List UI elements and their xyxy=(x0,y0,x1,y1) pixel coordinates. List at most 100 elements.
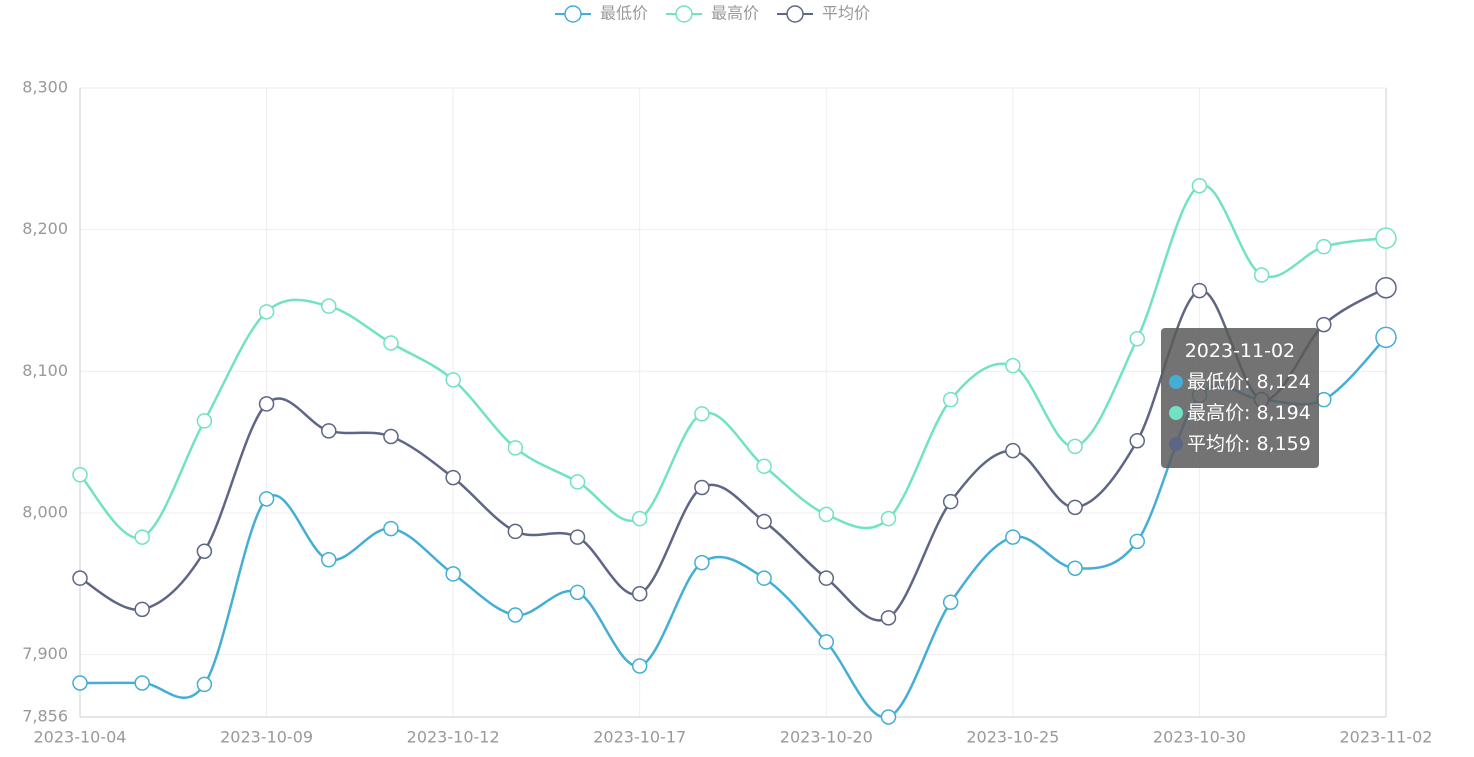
data-point xyxy=(818,570,835,586)
data-point xyxy=(818,506,835,523)
y-tick-label: 8,000 xyxy=(22,503,68,522)
data-point xyxy=(631,510,648,527)
tooltip-marker xyxy=(1169,406,1183,420)
x-tick-label: 2023-10-30 xyxy=(1153,728,1246,747)
data-point xyxy=(1067,438,1083,455)
x-tick-label: 2023-10-25 xyxy=(966,728,1059,747)
data-point xyxy=(1191,178,1208,194)
data-point xyxy=(569,529,586,545)
data-point xyxy=(507,440,524,456)
y-tick-label: 8,100 xyxy=(22,361,68,380)
data-point xyxy=(631,586,648,602)
x-tick-label: 2023-11-02 xyxy=(1340,728,1433,747)
x-tick-label: 2023-10-17 xyxy=(593,728,686,747)
x-tick-label: 2023-10-20 xyxy=(780,728,873,747)
tooltip-row: 最高价8,194 xyxy=(1169,398,1311,429)
data-point xyxy=(1005,442,1021,459)
tooltip: 2023-11-02最低价8,124最高价8,194平均价8,159 xyxy=(1161,328,1319,468)
data-point xyxy=(72,570,88,586)
data-point xyxy=(1375,277,1397,299)
data-point xyxy=(445,372,461,388)
legend-label: 最低价 xyxy=(600,4,648,23)
data-point xyxy=(258,396,275,412)
legend-icon xyxy=(786,5,804,23)
data-point xyxy=(942,594,959,610)
data-point xyxy=(383,428,399,445)
data-point xyxy=(1005,357,1021,374)
data-point xyxy=(880,510,897,527)
data-point xyxy=(1005,529,1021,545)
x-tick-label: 2023-10-12 xyxy=(407,728,500,747)
data-point xyxy=(756,570,772,586)
legend-icon xyxy=(564,5,582,23)
data-point xyxy=(1316,238,1332,255)
data-point xyxy=(569,474,586,490)
tooltip-row: 最低价8,124 xyxy=(1169,367,1311,398)
data-point xyxy=(445,469,461,486)
data-point xyxy=(694,554,710,571)
data-point xyxy=(258,304,275,320)
data-point xyxy=(72,675,88,691)
legend-label: 最高价 xyxy=(711,4,759,23)
data-point xyxy=(569,584,586,601)
data-point xyxy=(196,413,213,429)
data-point xyxy=(694,479,710,496)
data-point xyxy=(1316,316,1332,333)
data-point xyxy=(383,335,399,351)
series-line xyxy=(79,286,1387,622)
legend-icon xyxy=(675,5,693,23)
tooltip-value: 8,124 xyxy=(1256,371,1311,393)
tooltip-name: 最高价 xyxy=(1187,402,1256,424)
series-line xyxy=(79,183,1387,540)
data-point xyxy=(507,523,524,540)
data-point xyxy=(445,566,461,582)
data-point xyxy=(631,658,648,674)
data-point xyxy=(258,491,275,507)
data-point xyxy=(321,552,337,568)
tooltip-marker xyxy=(1169,375,1183,389)
data-point xyxy=(1129,331,1145,347)
tooltip-title: 2023-11-02 xyxy=(1184,340,1296,362)
data-point xyxy=(134,675,150,691)
tooltip-row: 平均价8,159 xyxy=(1169,429,1311,460)
legend-label: 平均价 xyxy=(822,4,870,23)
data-point xyxy=(942,493,959,510)
data-point xyxy=(1129,433,1145,449)
data-point xyxy=(1316,391,1332,408)
x-tick-label: 2023-10-09 xyxy=(220,728,313,747)
data-point xyxy=(942,391,959,408)
data-point xyxy=(1129,533,1145,550)
data-point xyxy=(818,634,835,650)
data-point xyxy=(134,529,150,545)
data-point xyxy=(880,610,897,626)
y-tick-label: 8,300 xyxy=(22,78,68,97)
data-point xyxy=(321,423,337,439)
tooltip-value: 8,159 xyxy=(1256,433,1311,455)
data-point xyxy=(1375,326,1397,349)
data-point xyxy=(196,676,213,693)
data-point xyxy=(694,406,710,422)
tooltip-name: 最低价 xyxy=(1187,371,1256,393)
y-tick-label: 7,900 xyxy=(22,644,68,663)
y-tick-label: 8,200 xyxy=(22,219,68,238)
data-point xyxy=(880,709,897,725)
data-point xyxy=(321,298,337,314)
y-tick-label: 7,856 xyxy=(22,707,68,726)
data-point xyxy=(196,543,213,559)
data-point xyxy=(383,520,399,537)
data-point xyxy=(134,601,150,618)
data-point xyxy=(507,607,524,623)
x-tick-label: 2023-10-04 xyxy=(34,728,127,747)
data-point xyxy=(1191,282,1208,299)
data-point xyxy=(756,513,772,530)
data-point xyxy=(1067,499,1083,516)
series-line xyxy=(79,336,1387,719)
tooltip-marker xyxy=(1169,437,1183,451)
data-point xyxy=(1253,267,1270,283)
data-point xyxy=(72,467,88,483)
tooltip-value: 8,194 xyxy=(1256,402,1311,424)
tooltip-name: 平均价 xyxy=(1187,433,1256,455)
data-point xyxy=(1067,560,1083,576)
